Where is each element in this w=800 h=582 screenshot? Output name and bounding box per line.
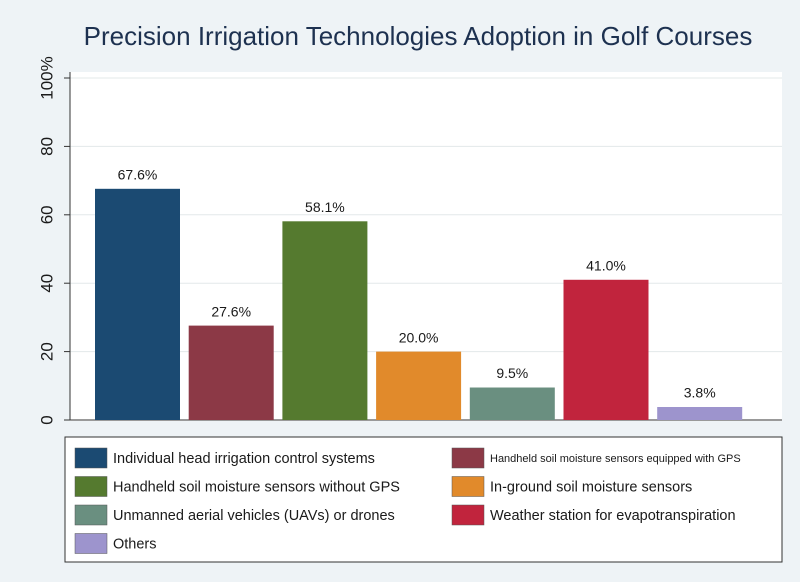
- legend: [64, 436, 783, 563]
- y-tick-label: 0: [37, 415, 56, 424]
- legend-swatch: [451, 504, 485, 526]
- value-label: 3.8%: [684, 385, 716, 401]
- legend-label: Unmanned aerial vehicles (UAVs) or drone…: [113, 508, 395, 524]
- legend-label: In-ground soil moisture sensors: [490, 479, 692, 495]
- bar: [95, 188, 180, 420]
- chart-title: Precision Irrigation Technologies Adopti…: [84, 21, 753, 51]
- y-tick-label: 100%: [37, 56, 56, 99]
- value-label: 58.1%: [305, 199, 345, 215]
- legend-label: Handheld soil moisture sensors without G…: [113, 479, 400, 495]
- bar: [469, 387, 555, 420]
- legend-label: Others: [113, 536, 157, 552]
- y-tick-label: 80: [37, 137, 56, 156]
- bar: [188, 325, 274, 420]
- bar: [376, 351, 462, 420]
- legend-swatch: [451, 447, 485, 469]
- value-label: 67.6%: [118, 167, 158, 183]
- legend-swatch: [74, 447, 108, 469]
- legend-label: Weather station for evapotranspiration: [490, 508, 736, 524]
- y-tick-label: 60: [37, 205, 56, 224]
- legend-label: Handheld soil moisture sensors equipped …: [490, 453, 741, 465]
- value-label: 20.0%: [399, 329, 439, 345]
- value-label: 27.6%: [211, 303, 251, 319]
- bar: [282, 221, 368, 420]
- legend-swatch: [74, 504, 108, 526]
- bar: [657, 407, 743, 420]
- legend-label: Individual head irrigation control syste…: [113, 451, 375, 467]
- legend-swatch: [74, 533, 108, 554]
- y-tick-label: 40: [37, 274, 56, 293]
- legend-swatch: [74, 476, 108, 497]
- bar: [563, 279, 649, 420]
- value-label: 41.0%: [586, 257, 626, 273]
- value-label: 9.5%: [496, 365, 528, 381]
- y-tick-label: 20: [37, 342, 56, 361]
- legend-swatch: [451, 476, 485, 497]
